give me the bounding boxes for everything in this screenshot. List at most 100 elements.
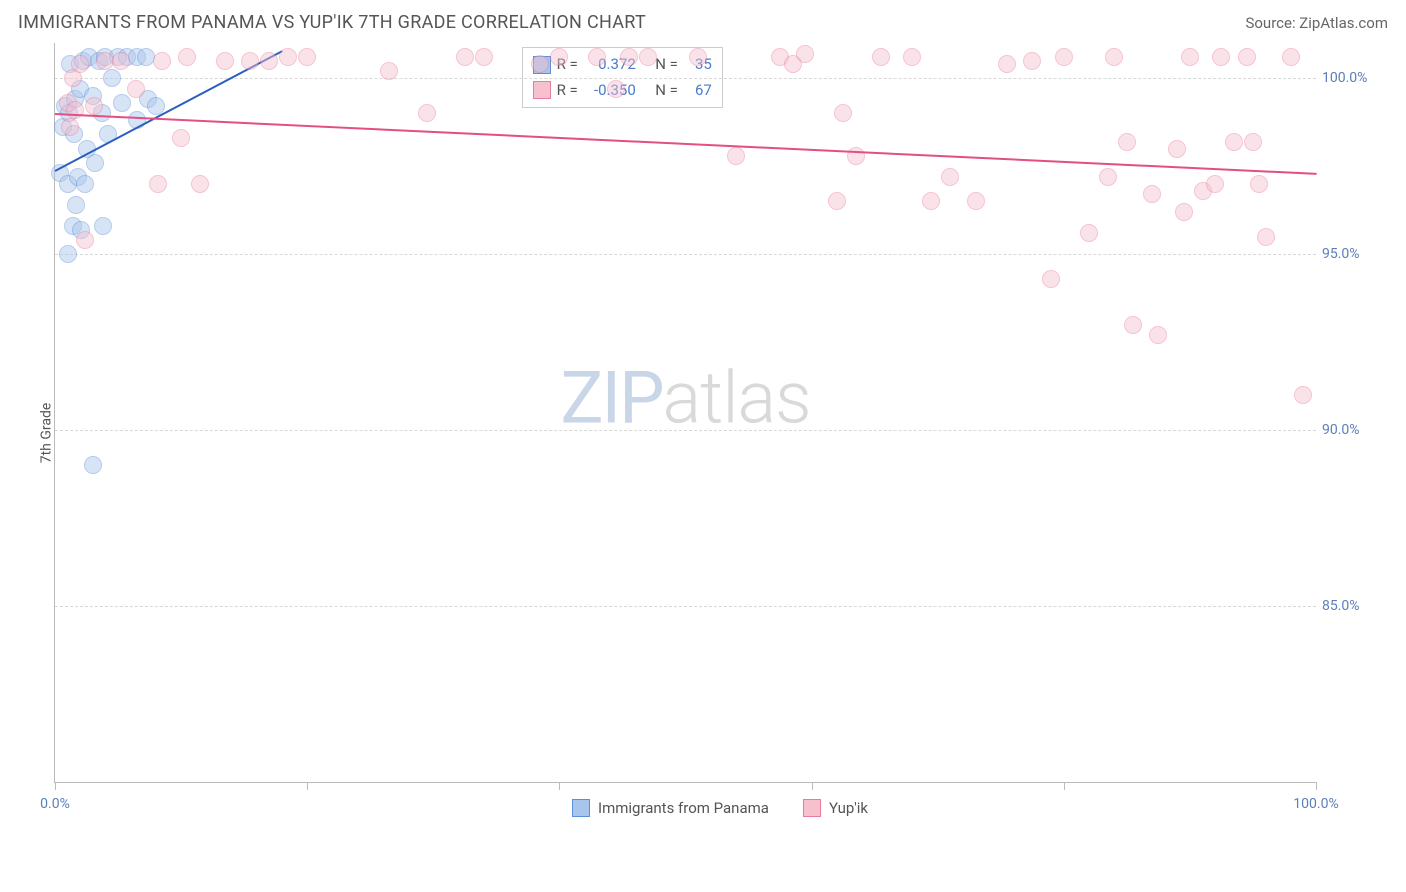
n-label: N =	[655, 52, 678, 78]
data-point	[1294, 386, 1312, 404]
data-point	[456, 48, 474, 66]
x-tick	[307, 782, 308, 790]
data-point	[1175, 203, 1193, 221]
data-point	[872, 48, 890, 66]
n-value: 67	[684, 78, 712, 104]
data-point	[727, 147, 745, 165]
data-point	[1099, 168, 1117, 186]
data-point	[828, 192, 846, 210]
x-tick	[559, 782, 560, 790]
gridline	[55, 254, 1316, 255]
x-tick-label: 0.0%	[40, 796, 70, 812]
y-tick-label: 100.0%	[1322, 70, 1378, 86]
series-legend: Immigrants from Panama Yup'ik	[572, 799, 868, 817]
data-point	[796, 45, 814, 63]
data-point	[1080, 224, 1098, 242]
data-point	[178, 48, 196, 66]
gridline	[55, 78, 1316, 79]
data-point	[1181, 48, 1199, 66]
legend-swatch	[533, 81, 551, 99]
data-point	[967, 192, 985, 210]
data-point	[67, 196, 85, 214]
data-point	[1143, 185, 1161, 203]
data-point	[1055, 48, 1073, 66]
data-point	[531, 55, 549, 73]
data-point	[1250, 175, 1268, 193]
gridline	[55, 430, 1316, 431]
legend-swatch	[572, 799, 590, 817]
legend-label: Yup'ik	[829, 799, 868, 817]
gridline	[55, 606, 1316, 607]
x-tick	[1064, 782, 1065, 790]
data-point	[1124, 316, 1142, 334]
data-point	[216, 52, 234, 70]
chart-title: IMMIGRANTS FROM PANAMA VS YUP'IK 7TH GRA…	[18, 12, 646, 33]
y-tick-label: 95.0%	[1322, 246, 1378, 262]
source-label: Source: ZipAtlas.com	[1245, 14, 1388, 32]
data-point	[903, 48, 921, 66]
data-point	[418, 104, 436, 122]
plot-area: ZIPatlas R =0.372 N = 35R =-0.350 N = 67…	[54, 43, 1316, 783]
y-tick-label: 85.0%	[1322, 598, 1378, 614]
data-point	[94, 217, 112, 235]
data-point	[103, 69, 121, 87]
data-point	[298, 48, 316, 66]
data-point	[620, 48, 638, 66]
data-point	[112, 52, 130, 70]
chart-container: 7th Grade ZIPatlas R =0.372 N = 35R =-0.…	[54, 43, 1386, 823]
data-point	[153, 52, 171, 70]
data-point	[59, 245, 77, 263]
data-point	[241, 52, 259, 70]
data-point	[113, 94, 131, 112]
data-point	[172, 129, 190, 147]
x-tick-label: 100.0%	[1293, 796, 1338, 812]
data-point	[279, 48, 297, 66]
data-point	[137, 48, 155, 66]
r-label: R =	[557, 78, 578, 104]
data-point	[85, 97, 103, 115]
data-point	[941, 168, 959, 186]
data-point	[1282, 48, 1300, 66]
data-point	[834, 104, 852, 122]
data-point	[380, 62, 398, 80]
data-point	[1149, 326, 1167, 344]
legend-swatch	[803, 799, 821, 817]
data-point	[84, 456, 102, 474]
data-point	[1168, 140, 1186, 158]
x-tick	[55, 782, 56, 790]
data-point	[1118, 133, 1136, 151]
data-point	[588, 48, 606, 66]
y-tick-label: 90.0%	[1322, 422, 1378, 438]
data-point	[1244, 133, 1262, 151]
data-point	[1105, 48, 1123, 66]
data-point	[149, 175, 167, 193]
data-point	[1212, 48, 1230, 66]
data-point	[1238, 48, 1256, 66]
data-point	[86, 154, 104, 172]
y-axis-label: 7th Grade	[38, 403, 54, 464]
n-label: N =	[655, 78, 678, 104]
data-point	[550, 48, 568, 66]
data-point	[1257, 228, 1275, 246]
data-point	[127, 80, 145, 98]
legend-label: Immigrants from Panama	[598, 799, 769, 817]
x-tick	[1316, 782, 1317, 790]
data-point	[1225, 133, 1243, 151]
legend-item: Yup'ik	[803, 799, 868, 817]
data-point	[689, 48, 707, 66]
data-point	[475, 48, 493, 66]
data-point	[76, 175, 94, 193]
data-point	[1042, 270, 1060, 288]
data-point	[1023, 52, 1041, 70]
x-tick	[812, 782, 813, 790]
data-point	[607, 80, 625, 98]
data-point	[639, 48, 657, 66]
data-point	[847, 147, 865, 165]
data-point	[260, 52, 278, 70]
data-point	[191, 175, 209, 193]
watermark: ZIPatlas	[560, 355, 810, 440]
data-point	[61, 118, 79, 136]
legend-item: Immigrants from Panama	[572, 799, 769, 817]
data-point	[76, 231, 94, 249]
data-point	[1206, 175, 1224, 193]
